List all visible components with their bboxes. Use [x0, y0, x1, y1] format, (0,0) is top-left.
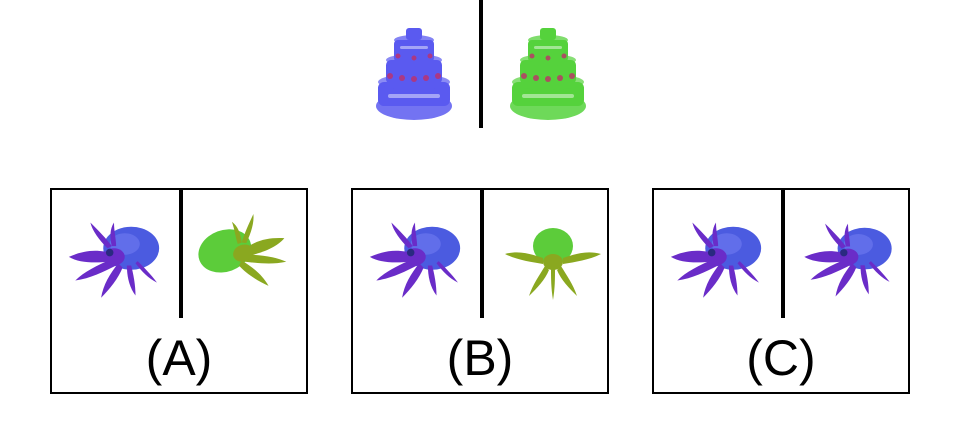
option-c-right-crab-image	[796, 216, 900, 302]
option-a-divider	[179, 190, 183, 318]
option-b-label: (B)	[446, 330, 514, 386]
option-c[interactable]: (C)	[652, 188, 910, 394]
option-c-label: (C)	[746, 330, 816, 386]
option-a[interactable]: (A)	[50, 188, 308, 394]
option-b-divider	[480, 190, 484, 318]
option-a-label: (A)	[145, 330, 213, 386]
prompt-divider	[479, 0, 483, 128]
option-b-right-crab-image	[505, 228, 601, 300]
option-a-right-crab-image	[198, 213, 287, 286]
option-c-divider	[781, 190, 785, 318]
option-a-left-crab-image	[60, 216, 168, 302]
prompt-cake-left-image	[372, 24, 456, 124]
option-c-left-crab-image	[662, 216, 770, 302]
prompt-cake-right-image	[506, 24, 590, 124]
option-b-left-crab-image	[361, 216, 469, 302]
option-b[interactable]: (B)	[351, 188, 609, 394]
